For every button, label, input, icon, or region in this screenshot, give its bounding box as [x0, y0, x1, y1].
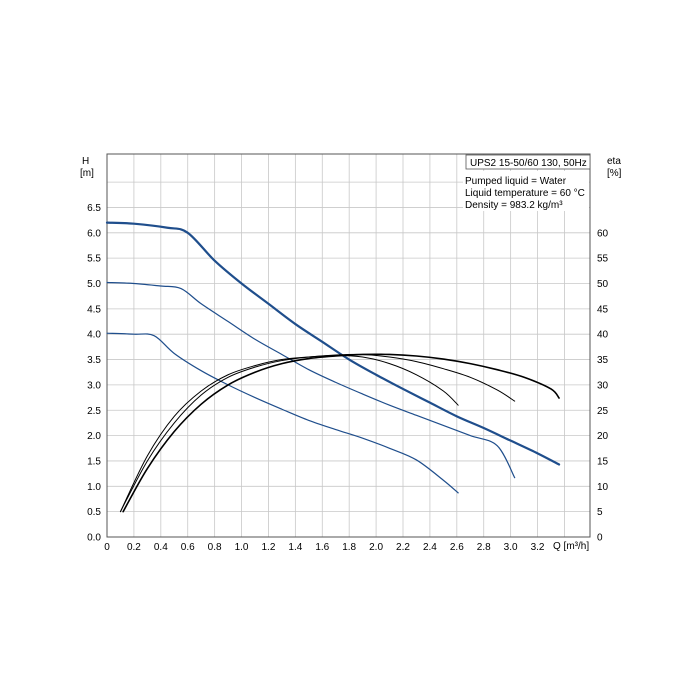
y-left-tick-label: 5.0: [87, 279, 101, 290]
y-left-tick-label: 6.0: [87, 228, 101, 239]
y-right-tick-label: 40: [597, 330, 609, 341]
series-layer: [105, 221, 561, 513]
y-left-axis-label: H: [82, 156, 89, 167]
x-tick-label: 0.6: [181, 542, 195, 553]
y-right-axis-unit: [%]: [607, 168, 622, 179]
x-tick-label: 2.0: [369, 542, 383, 553]
tick-labels: 0 0.2 0.4 0.6 0.8 1.0 1.2 1.4 1.6 1.8 2.0 2.2 2.4 2.6…: [87, 203, 608, 553]
x-tick-label: 1.8: [342, 542, 356, 553]
x-tick-label: 2.4: [423, 542, 437, 553]
y-right-tick-label: 30: [597, 380, 609, 391]
head-curve-1: [105, 221, 561, 466]
y-left-tick-label: 4.0: [87, 330, 101, 341]
x-tick-label: 1.0: [235, 542, 249, 553]
y-right-axis-label: eta: [607, 156, 621, 167]
y-left-tick-label: 1.5: [87, 456, 101, 467]
y-left-tick-label: 3.5: [87, 355, 101, 366]
y-left-tick-label: 2.0: [87, 431, 101, 442]
y-left-tick-label: 3.0: [87, 380, 101, 391]
info-density: Density = 983.2 kg/m³: [465, 200, 563, 211]
x-tick-label: 0.4: [154, 542, 168, 553]
y-right-tick-label: 0: [597, 533, 603, 544]
title-box: [465, 154, 591, 170]
efficiency-curve-4: [119, 354, 459, 513]
x-tick-label: 0: [104, 542, 110, 553]
info-pumped-liquid: Pumped liquid = Water: [465, 176, 567, 187]
x-tick-label: 2.8: [477, 542, 491, 553]
x-tick-label: 1.2: [262, 542, 276, 553]
y-left-axis-unit: [m]: [80, 168, 94, 179]
plot-frame: [106, 153, 591, 538]
y-left-tick-label: 2.5: [87, 406, 101, 417]
y-left-tick-label: 5.5: [87, 254, 101, 265]
info-background: [463, 171, 589, 211]
x-tick-label: 0.8: [208, 542, 222, 553]
y-right-tick-label: 55: [597, 254, 609, 265]
y-right-tick-label: 25: [597, 406, 609, 417]
y-right-tick-label: 50: [597, 279, 609, 290]
y-left-tick-label: 0.5: [87, 507, 101, 518]
x-tick-label: 1.4: [288, 542, 302, 553]
y-left-tick-label: 6.5: [87, 203, 101, 214]
y-right-tick-label: 60: [597, 228, 609, 239]
x-tick-label: 2.6: [450, 542, 464, 553]
efficiency-curve-6: [122, 353, 560, 513]
y-right-tick-label: 15: [597, 456, 609, 467]
x-tick-label: 3.0: [504, 542, 518, 553]
info-liquid-temperature: Liquid temperature = 60 °C: [465, 188, 585, 199]
efficiency-curve-5: [119, 353, 516, 513]
y-right-tick-label: 35: [597, 355, 609, 366]
y-right-tick-label: 20: [597, 431, 609, 442]
x-tick-label: 1.6: [315, 542, 329, 553]
y-right-tick-label: 45: [597, 304, 609, 315]
x-tick-label: 3.2: [531, 542, 545, 553]
y-right-tick-label: 5: [597, 507, 603, 518]
x-tick-label: 0.2: [127, 542, 141, 553]
y-left-tick-label: 1.0: [87, 482, 101, 493]
y-left-tick-label: 4.5: [87, 304, 101, 315]
y-right-tick-label: 10: [597, 482, 609, 493]
head-curve-2: [106, 281, 516, 479]
y-left-tick-label: 0.0: [87, 533, 101, 544]
x-axis-label: Q [m³/h]: [553, 541, 589, 552]
x-tick-label: 2.2: [396, 542, 410, 553]
grid-lines: [107, 154, 590, 537]
chart-title: UPS2 15-50/60 130, 50Hz: [470, 158, 587, 169]
head-curve-3: [106, 332, 459, 494]
